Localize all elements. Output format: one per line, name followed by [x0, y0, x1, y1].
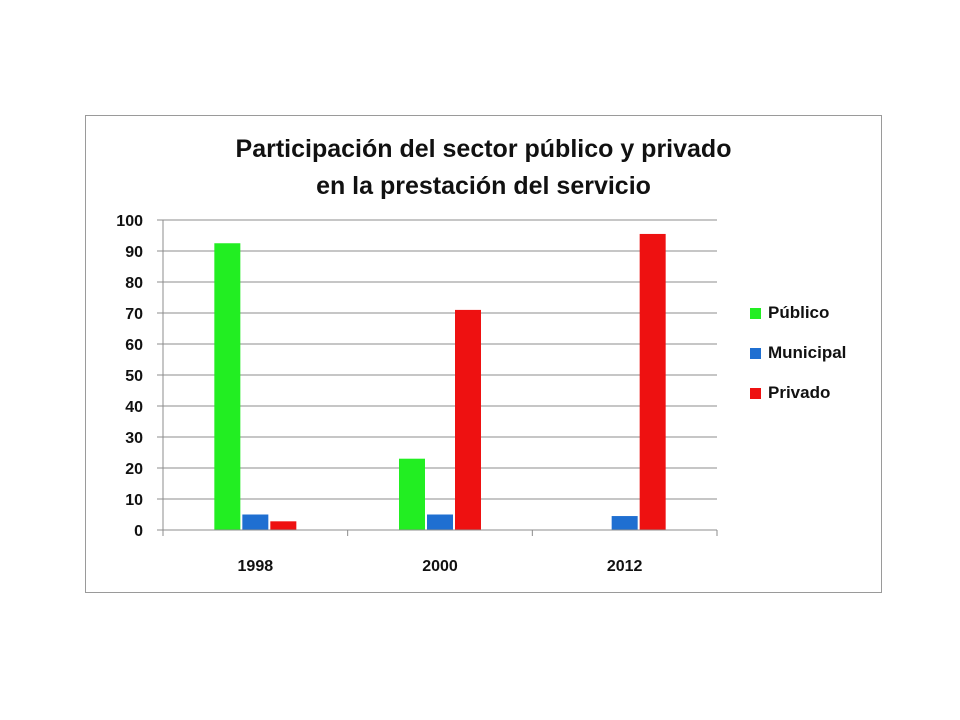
legend-item-municipal: Municipal [750, 343, 846, 363]
y-tick-label: 60 [125, 337, 143, 354]
y-tick-label: 30 [125, 430, 143, 447]
chart-title-line-1: Participación del sector público y priva… [235, 135, 732, 163]
legend-swatch-publico [750, 307, 761, 319]
y-tick-label: 90 [125, 244, 143, 261]
chart-title-line-2: en la prestación del servicio [316, 172, 651, 200]
x-tick-label: 2012 [607, 558, 643, 575]
bar-privado-1998 [270, 521, 297, 530]
bar-público-2000 [399, 458, 425, 530]
y-tick-label: 70 [125, 306, 143, 323]
y-tick-label: 50 [125, 368, 143, 385]
bar-municipal-2000 [427, 514, 453, 530]
bar-municipal-1998 [242, 514, 269, 530]
x-tick-label: 1998 [238, 558, 274, 575]
bar-municipal-2012 [611, 516, 638, 530]
legend-label-publico: Público [768, 303, 830, 322]
y-tick-label: 100 [116, 213, 143, 230]
y-tick-label: 80 [125, 275, 143, 292]
bar-privado-2012 [639, 233, 666, 530]
legend-swatch-privado [750, 387, 761, 399]
y-tick-label: 10 [125, 492, 143, 509]
y-tick-label: 40 [125, 399, 143, 416]
bar-público-1998 [214, 243, 241, 530]
x-tick-label: 2000 [422, 558, 458, 575]
y-tick-label: 20 [125, 461, 143, 478]
legend-swatch-municipal [750, 347, 761, 359]
legend-label-privado: Privado [768, 383, 831, 402]
legend-item-publico: Público [750, 303, 829, 323]
bar-privado-2000 [455, 309, 481, 530]
legend-label-municipal: Municipal [768, 343, 847, 362]
y-tick-label: 0 [134, 523, 143, 540]
legend-item-privado: Privado [750, 383, 830, 403]
